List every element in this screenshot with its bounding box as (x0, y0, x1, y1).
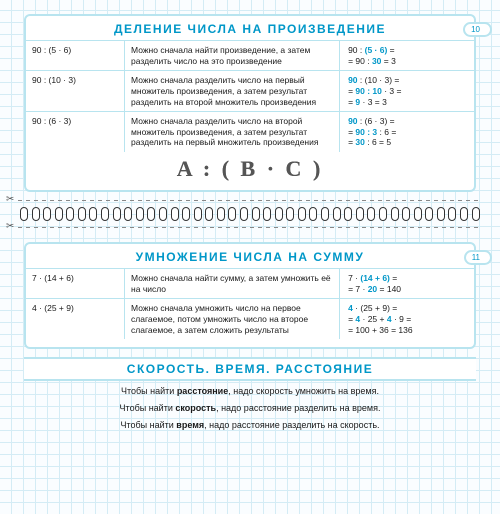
rule-distance: Чтобы найти расстояние, надо скорость ум… (28, 386, 472, 398)
ring (159, 207, 167, 221)
ring (32, 207, 40, 221)
ring (217, 207, 225, 221)
ring (171, 207, 179, 221)
ring (472, 207, 480, 221)
ring (113, 207, 121, 221)
ring (391, 207, 399, 221)
calculation: 4 · (25 + 9) = = 4 · 25 + 4 · 9 = = 100 … (340, 299, 474, 339)
ring (309, 207, 317, 221)
ring (124, 207, 132, 221)
explanation: Можно сначала найти сумму, а затем умнож… (125, 269, 340, 299)
ring (55, 207, 63, 221)
ring (275, 207, 283, 221)
ring (20, 207, 28, 221)
ring (437, 207, 445, 221)
rules-table-2: 7 · (14 + 6) Можно сначала найти сумму, … (26, 268, 474, 339)
example: 90 : (10 · 3) (26, 71, 125, 112)
rule-time: Чтобы найти время, надо расстояние разде… (28, 420, 472, 432)
scissors-icon: ✂ (6, 221, 14, 232)
ring (367, 207, 375, 221)
ring (89, 207, 97, 221)
ring (286, 207, 294, 221)
ring (43, 207, 51, 221)
ring (460, 207, 468, 221)
ring (205, 207, 213, 221)
ring (182, 207, 190, 221)
calculation: 90 : (6 · 3) = = 90 : 3 : 6 = = 30 : 6 =… (340, 112, 474, 152)
ring (263, 207, 271, 221)
cut-line: ✂ (18, 227, 482, 228)
ring (78, 207, 86, 221)
page-number: 10 (463, 22, 492, 37)
ring (101, 207, 109, 221)
ring (414, 207, 422, 221)
ring (240, 207, 248, 221)
example: 7 · (14 + 6) (26, 269, 125, 299)
calculation: 7 · (14 + 6) = = 7 · 20 = 140 (340, 269, 474, 299)
rule-speed: Чтобы найти скорость, надо расстояние ра… (28, 403, 472, 415)
cut-line: ✂ (18, 200, 482, 201)
example: 90 : (5 · 6) (26, 41, 125, 71)
ring (448, 207, 456, 221)
ring (321, 207, 329, 221)
section-speed: СКОРОСТЬ. ВРЕМЯ. РАССТОЯНИЕ (24, 357, 476, 381)
panel-title: ДЕЛЕНИЕ ЧИСЛА НА ПРОИЗВЕДЕНИЕ (26, 22, 474, 40)
section-title: СКОРОСТЬ. ВРЕМЯ. РАССТОЯНИЕ (24, 357, 476, 381)
ring (194, 207, 202, 221)
panel-title: УМНОЖЕНИЕ ЧИСЛА НА СУММУ (26, 250, 474, 268)
ring (136, 207, 144, 221)
calculation: 90 : (10 · 3) = = 90 : 10 · 3 = = 9 · 3 … (340, 71, 474, 112)
explanation: Можно сначала умножить число на первое с… (125, 299, 340, 339)
page-number: 11 (464, 250, 492, 265)
ring (298, 207, 306, 221)
ring (333, 207, 341, 221)
formula: A : ( B · C ) (26, 152, 474, 182)
ring (228, 207, 236, 221)
panel-division: 10 ДЕЛЕНИЕ ЧИСЛА НА ПРОИЗВЕДЕНИЕ 90 : (5… (24, 14, 476, 192)
ring (252, 207, 260, 221)
ring (356, 207, 364, 221)
example: 4 · (25 + 9) (26, 299, 125, 339)
panel-multiplication: 11 УМНОЖЕНИЕ ЧИСЛА НА СУММУ 7 · (14 + 6)… (24, 242, 476, 349)
scissors-icon: ✂ (6, 194, 14, 205)
ring (66, 207, 74, 221)
example: 90 : (6 · 3) (26, 112, 125, 152)
ring (379, 207, 387, 221)
ring (147, 207, 155, 221)
ring (425, 207, 433, 221)
calculation: 90 : (5 · 6) = = 90 : 30 = 3 (340, 41, 474, 71)
ring (344, 207, 352, 221)
explanation: Можно сначала найти произведение, а зате… (125, 41, 340, 71)
explanation: Можно сначала разделить число на первый … (125, 71, 340, 112)
ring (402, 207, 410, 221)
explanation: Можно сначала разделить число на второй … (125, 112, 340, 152)
rules-table-1: 90 : (5 · 6) Можно сначала найти произве… (26, 40, 474, 152)
spiral-binding (20, 207, 480, 221)
